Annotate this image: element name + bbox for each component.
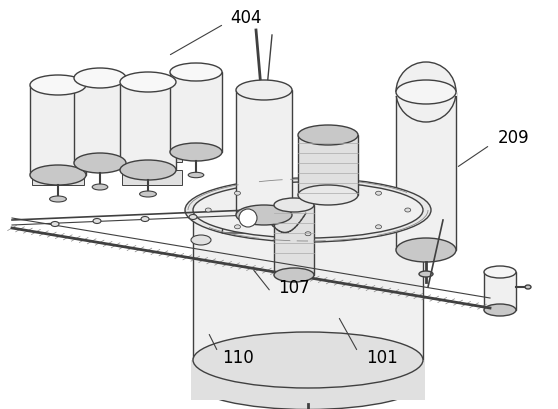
Polygon shape: [74, 78, 126, 163]
Polygon shape: [193, 210, 423, 360]
Ellipse shape: [193, 332, 423, 388]
Ellipse shape: [239, 209, 257, 227]
Polygon shape: [274, 205, 314, 275]
Ellipse shape: [74, 68, 126, 88]
Text: 404: 404: [230, 9, 262, 27]
Polygon shape: [484, 272, 516, 310]
Polygon shape: [122, 145, 182, 162]
Polygon shape: [32, 115, 84, 135]
Ellipse shape: [74, 153, 126, 173]
Polygon shape: [222, 210, 306, 233]
Ellipse shape: [50, 196, 66, 202]
Ellipse shape: [30, 75, 86, 95]
Polygon shape: [30, 85, 86, 175]
Ellipse shape: [193, 182, 423, 238]
Polygon shape: [191, 360, 425, 400]
Ellipse shape: [189, 214, 197, 220]
Ellipse shape: [396, 238, 456, 262]
Ellipse shape: [120, 160, 176, 180]
Ellipse shape: [51, 222, 59, 227]
Polygon shape: [395, 92, 457, 96]
Ellipse shape: [30, 165, 86, 185]
Polygon shape: [170, 72, 222, 152]
Ellipse shape: [141, 216, 149, 222]
Text: 209: 209: [498, 129, 530, 147]
Ellipse shape: [525, 285, 531, 289]
Ellipse shape: [185, 178, 431, 242]
Ellipse shape: [305, 184, 311, 188]
Ellipse shape: [234, 191, 240, 195]
Polygon shape: [298, 135, 358, 195]
Ellipse shape: [484, 304, 516, 316]
Ellipse shape: [376, 225, 382, 229]
Ellipse shape: [120, 72, 176, 92]
Ellipse shape: [188, 172, 204, 178]
Ellipse shape: [419, 271, 433, 277]
Ellipse shape: [140, 191, 156, 197]
Ellipse shape: [298, 185, 358, 205]
Ellipse shape: [92, 184, 108, 190]
Ellipse shape: [205, 208, 211, 212]
Ellipse shape: [405, 208, 411, 212]
Ellipse shape: [234, 225, 240, 229]
Polygon shape: [32, 145, 84, 162]
Polygon shape: [120, 82, 176, 170]
Polygon shape: [32, 170, 84, 185]
Ellipse shape: [305, 232, 311, 236]
Ellipse shape: [376, 191, 382, 195]
Ellipse shape: [170, 63, 222, 81]
Ellipse shape: [396, 80, 456, 104]
Ellipse shape: [484, 266, 516, 278]
Text: 107: 107: [278, 279, 310, 297]
Polygon shape: [396, 92, 456, 250]
Text: 110: 110: [222, 349, 254, 367]
Ellipse shape: [191, 235, 211, 245]
Ellipse shape: [193, 355, 423, 409]
Ellipse shape: [236, 205, 292, 225]
Text: 101: 101: [366, 349, 398, 367]
Ellipse shape: [274, 198, 314, 212]
Polygon shape: [122, 170, 182, 185]
Ellipse shape: [236, 80, 292, 100]
Ellipse shape: [93, 218, 101, 223]
Polygon shape: [122, 115, 182, 135]
Polygon shape: [236, 90, 292, 215]
Ellipse shape: [274, 268, 314, 282]
Ellipse shape: [396, 62, 456, 122]
Ellipse shape: [298, 125, 358, 145]
Ellipse shape: [170, 143, 222, 161]
